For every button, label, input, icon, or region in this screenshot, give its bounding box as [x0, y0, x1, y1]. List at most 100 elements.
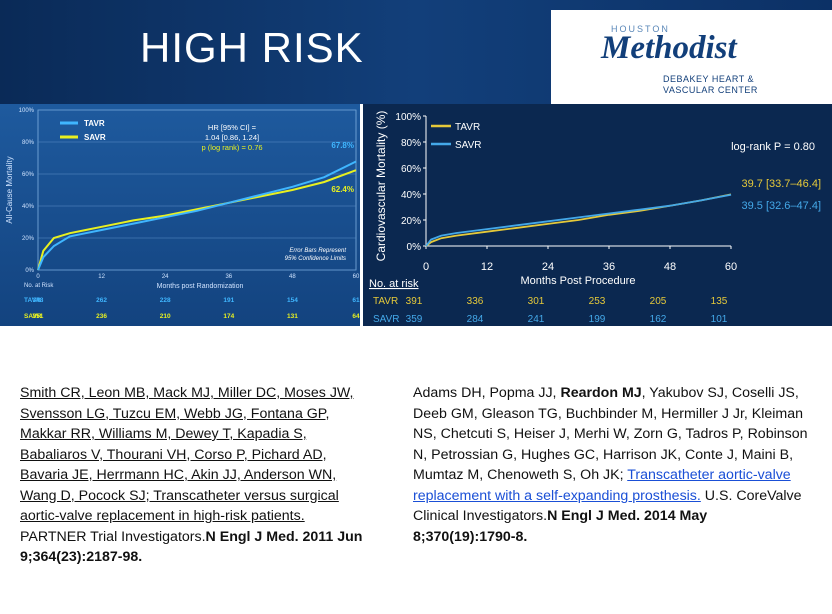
y-tick-label: 20% — [401, 216, 421, 227]
partner-chart-svg: 0% 20% 40% 60% 80% 100% 0 12 24 36 48 60 All-Cause… — [5, 108, 360, 320]
citation-authors-2: , Yakubov SJ, Coselli JS, Deeb GM, Gleas… — [413, 385, 808, 483]
citation-line: Wang D, Pocock SJ; Transcatheter versus … — [20, 487, 339, 504]
x-tick-label: 12 — [481, 261, 493, 273]
end-label-tavr: 67.8% — [331, 141, 354, 150]
x-tick-label: 60 — [725, 261, 737, 273]
at-risk-row-label: SAVR — [373, 314, 400, 325]
at-risk-value: 351 — [33, 313, 44, 320]
at-risk-value: 253 — [589, 296, 606, 307]
x-tick-label: 24 — [542, 261, 554, 273]
legend-savr: SAVR — [455, 140, 482, 151]
at-risk-value: 284 — [467, 314, 484, 325]
citation-line: Svensson LG, Tuzcu EM, Webb JG, Fontana … — [20, 405, 330, 422]
at-risk-value: 191 — [223, 297, 234, 304]
hr-line2: 1.04 [0.86, 1.24] — [205, 133, 259, 142]
citation-line: Smith CR, Leon MB, Mack MJ, Miller DC, M… — [20, 385, 354, 401]
at-risk-value: 210 — [160, 313, 171, 320]
citation-corevalve: Adams DH, Popma JJ, Reardon MJ, Yakubov … — [413, 383, 813, 547]
citation-bold-author: Reardon MJ — [560, 385, 642, 401]
logrank-annotation: log-rank P = 0.80 — [731, 141, 815, 153]
x-tick-label: 12 — [98, 274, 105, 280]
citation-link[interactable]: Transcatheter aortic-valve replacement w… — [413, 467, 791, 504]
y-tick-label: 20% — [22, 236, 35, 242]
at-risk-value: 228 — [160, 297, 171, 304]
x-tick-label: 48 — [664, 261, 676, 273]
at-risk-value: 236 — [96, 313, 107, 320]
end-label-savr: 62.4% — [331, 185, 354, 194]
at-risk-value: 359 — [406, 314, 423, 325]
y-tick-label: 100% — [395, 112, 421, 123]
at-risk-value: 64 — [352, 313, 360, 320]
x-tick-label: 48 — [289, 274, 296, 280]
at-risk-value: 162 — [650, 314, 667, 325]
y-tick-label: 100% — [19, 108, 35, 114]
at-risk-value: 262 — [96, 297, 107, 304]
y-tick-label: 60% — [22, 172, 35, 178]
citation-line: Bavaria JE, Herrmann HC, Akin JJ, Anders… — [20, 467, 337, 483]
at-risk-value: 174 — [223, 313, 234, 320]
x-tick-label: 0 — [36, 274, 40, 280]
legend-tavr: TAVR — [455, 122, 480, 133]
legend-savr: SAVR — [84, 133, 106, 142]
legend-tavr: TAVR — [84, 119, 105, 128]
end-label-savr: 39.5 [32.6–47.4] — [741, 200, 821, 212]
x-tick-label: 36 — [225, 274, 232, 280]
at-risk-value: 205 — [650, 296, 667, 307]
series-tavr-line — [37, 160, 357, 271]
at-risk-value: 301 — [528, 296, 545, 307]
note-line1: Error Bars Represent — [289, 248, 346, 254]
at-risk-value: 61 — [352, 297, 360, 304]
at-risk-label: No. at Risk — [24, 283, 54, 289]
methodist-logo: HOUSTON Methodist DEBAKEY HEART & VASCUL… — [551, 10, 832, 104]
x-tick-label: 60 — [353, 274, 360, 280]
note-line2: 95% Confidence Limits — [285, 256, 346, 262]
y-tick-label: 60% — [401, 164, 421, 175]
partner-chart: 0% 20% 40% 60% 80% 100% 0 12 24 36 48 60 All-Cause… — [0, 104, 360, 326]
logo-houston: HOUSTON — [611, 24, 670, 34]
citation-line: Makkar RR, Williams M, Dewey T, Kapadia … — [20, 426, 307, 442]
citation-authors-1: Adams DH, Popma JJ, — [413, 385, 561, 401]
at-risk-row-label: SAVR — [24, 313, 42, 320]
citation-ref: 9;364(23):2187-98. — [20, 549, 143, 565]
y-tick-label: 40% — [22, 204, 35, 210]
hr-line1: HR [95% CI] = — [208, 123, 257, 132]
citation-line: Babaliaros V, Thourani VH, Corso P, Pich… — [20, 446, 327, 463]
end-label-tavr: 39.7 [33.7–46.4] — [741, 178, 821, 190]
y-tick-label: 80% — [401, 138, 421, 149]
at-risk-label: No. at risk — [369, 278, 419, 290]
at-risk-value: 101 — [711, 314, 728, 325]
x-tick-label: 0 — [423, 261, 429, 273]
corevalve-chart: 0% 20% 40% 60% 80% 100% 0 12 24 36 48 60 Cardiovas… — [363, 104, 832, 326]
x-tick-label: 24 — [162, 274, 169, 280]
citation-line: aortic-valve replacement in high-risk pa… — [20, 508, 305, 524]
y-tick-label: 40% — [401, 190, 421, 201]
x-axis-label: Months Post Procedure — [521, 275, 636, 287]
citation-group: PARTNER Trial Investigators. — [20, 528, 206, 545]
logo-sub2: VASCULAR CENTER — [663, 85, 758, 95]
at-risk-value: 391 — [406, 296, 423, 307]
at-risk-value: 154 — [287, 297, 298, 304]
at-risk-row-label: TAVR — [24, 297, 41, 304]
series-savr-line — [425, 193, 732, 247]
slide-title: HIGH RISK — [140, 24, 364, 71]
citation-journal: N Engl J Med. 2011 Jun — [205, 528, 363, 545]
at-risk-value: 131 — [287, 313, 298, 320]
x-tick-label: 36 — [603, 261, 615, 273]
corevalve-chart-svg: 0% 20% 40% 60% 80% 100% 0 12 24 36 48 60 Cardiovas… — [369, 111, 821, 325]
y-axis-label: Cardiovascular Mortality (%) — [374, 111, 388, 262]
logo-name: Methodist — [601, 30, 737, 66]
at-risk-row-label: TAVR — [373, 296, 398, 307]
citation-partner: Smith CR, Leon MB, Mack MJ, Miller DC, M… — [20, 383, 402, 568]
series-tavr-line — [425, 193, 732, 247]
logo-sub1: DEBAKEY HEART & — [663, 74, 755, 84]
at-risk-value: 348 — [33, 297, 44, 304]
at-risk-value: 241 — [528, 314, 545, 325]
y-tick-label: 0% — [407, 242, 422, 253]
at-risk-value: 199 — [589, 314, 606, 325]
at-risk-value: 336 — [467, 296, 484, 307]
citation-journal: N Engl J Med. 2014 May 8;370(19):1790-8. — [413, 508, 708, 545]
y-axis-label: All-Cause Mortality — [5, 156, 14, 223]
citation-group: U.S. CoreValve Clinical Investigators. — [413, 487, 802, 525]
series-savr-line — [37, 169, 357, 271]
y-tick-label: 80% — [22, 140, 35, 146]
